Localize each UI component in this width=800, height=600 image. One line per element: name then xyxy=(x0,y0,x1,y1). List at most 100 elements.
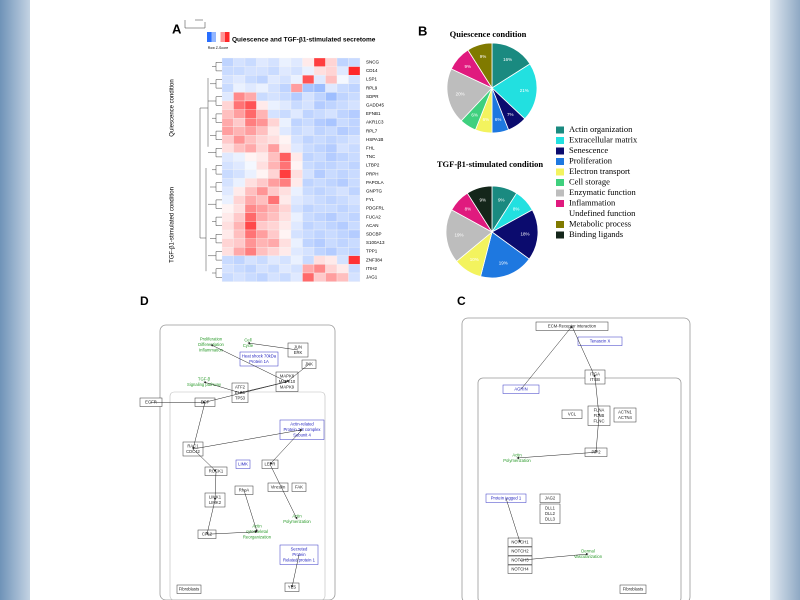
node-label: Actin xyxy=(512,452,522,457)
heatmap-cell xyxy=(336,118,349,127)
legend-swatch xyxy=(556,221,564,228)
slice-label: 6% xyxy=(471,113,478,118)
heatmap-cell xyxy=(336,238,349,248)
heatmap-cell xyxy=(221,57,234,67)
panel-label: D xyxy=(140,294,149,308)
heatmap-cell xyxy=(221,152,234,162)
heatmap-cell xyxy=(221,272,234,282)
node-label: FLNC xyxy=(594,418,605,423)
heatmap-cell xyxy=(256,204,269,213)
heatmap-cell xyxy=(279,118,292,127)
gene-label: LTBP2 xyxy=(366,163,380,168)
heatmap-cell xyxy=(221,92,234,102)
gene-label: SDCBP xyxy=(366,231,382,236)
heatmap-cell xyxy=(244,57,257,67)
heatmap-cell xyxy=(279,247,292,256)
heatmap-cell xyxy=(267,247,280,256)
heatmap-cell xyxy=(302,195,315,205)
heatmap-cell xyxy=(221,186,234,196)
slice-label: 21% xyxy=(520,88,529,93)
heatmap-cell xyxy=(336,255,349,265)
heatmap-cell xyxy=(256,195,269,205)
slice-label: 6% xyxy=(495,117,502,122)
heatmap-cell xyxy=(302,83,315,93)
heatmap-cell xyxy=(302,186,315,196)
heatmap-cell xyxy=(336,195,349,205)
heatmap-cell xyxy=(325,178,338,188)
heatmap-cell xyxy=(313,83,326,93)
heatmap-cell xyxy=(256,255,269,265)
heatmap-cell xyxy=(233,264,246,274)
gene-label: FHL xyxy=(366,145,375,150)
node-label: EGF xyxy=(201,399,210,404)
heatmap-cell xyxy=(267,229,280,239)
node-label: Vinculin xyxy=(271,484,286,489)
node-label: LIMK xyxy=(238,461,248,466)
node-label: Proliferation xyxy=(200,336,223,341)
heatmap-cell xyxy=(325,109,338,119)
legend-label: Electron transport xyxy=(569,166,631,176)
heatmap-cell xyxy=(233,178,246,188)
heatmap-cell xyxy=(325,100,338,110)
node-label: Vascularization xyxy=(574,554,603,559)
heatmap-cell xyxy=(336,186,349,196)
arrow xyxy=(192,428,303,450)
node-label: Secreted xyxy=(291,546,308,551)
heatmap-cell xyxy=(302,118,315,127)
heatmap-cell xyxy=(267,83,280,93)
heatmap-cell xyxy=(267,100,280,110)
node-label: Protein 2/3 complex xyxy=(283,427,321,432)
heatmap-cell xyxy=(256,92,269,102)
node-box xyxy=(613,407,637,423)
heatmap-cell xyxy=(325,272,338,282)
heatmap-cell xyxy=(336,92,349,102)
heatmap-cell xyxy=(348,92,361,102)
node-box xyxy=(507,564,533,574)
gene-label: TNC xyxy=(366,154,376,159)
heatmap-cell xyxy=(325,186,338,196)
heatmap-cell xyxy=(348,66,361,76)
gene-label: GNPTG xyxy=(366,188,383,193)
heatmap-cell xyxy=(290,178,303,188)
heatmap-cell xyxy=(348,255,361,265)
heatmap-cell xyxy=(221,75,234,84)
heatmap-cell xyxy=(325,264,338,274)
arrow xyxy=(243,490,258,533)
heatmap-cell xyxy=(233,100,246,110)
heatmap-cell xyxy=(325,212,338,222)
heatmap-cell xyxy=(233,272,246,282)
heatmap-cell xyxy=(302,221,315,231)
heatmap-cell xyxy=(325,126,338,136)
node-label: RhoA xyxy=(239,487,250,492)
gene-label: RPL9 xyxy=(366,85,378,90)
heatmap-cell xyxy=(267,212,280,222)
node-label: Fibroblasts xyxy=(623,586,643,591)
heatmap-cell xyxy=(267,161,280,170)
arrow xyxy=(519,552,589,561)
heatmap-cell xyxy=(256,186,269,196)
heatmap-cell xyxy=(302,109,315,119)
heatmap-cell xyxy=(221,195,234,205)
slice-label: 9% xyxy=(464,64,471,69)
heatmap-cell xyxy=(302,143,315,153)
heatmap-cell xyxy=(313,161,326,170)
arrow xyxy=(269,464,298,520)
heatmap-cell xyxy=(279,135,292,145)
color-key-swatch xyxy=(207,32,212,42)
heatmap-cell xyxy=(325,118,338,127)
heatmap-cell xyxy=(221,135,234,145)
heatmap-cell xyxy=(336,221,349,231)
node-label: ECM-Receptor interaction xyxy=(548,323,597,328)
heatmap-cell xyxy=(244,126,257,136)
heatmap-cell xyxy=(279,75,292,84)
heatmap-cell xyxy=(336,126,349,136)
heatmap-cell xyxy=(244,238,257,248)
node-box xyxy=(267,482,289,492)
heatmap-cell xyxy=(233,118,246,127)
gene-label: EFNB1 xyxy=(366,111,381,116)
heatmap-cell xyxy=(313,204,326,213)
heatmap-cell xyxy=(313,212,326,222)
gene-label: FYL xyxy=(366,197,375,202)
heatmap-cell xyxy=(302,135,315,145)
color-key-swatch xyxy=(225,32,230,42)
